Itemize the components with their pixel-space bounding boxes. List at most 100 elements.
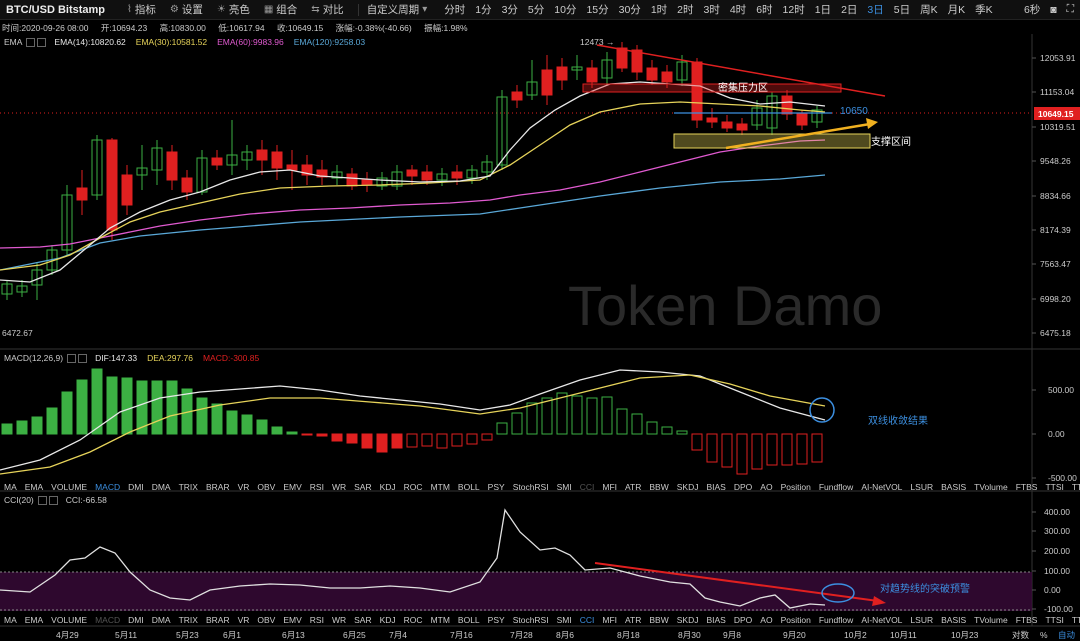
tab-skdj[interactable]: SKDJ [676, 482, 699, 492]
tab-dmi[interactable]: DMI [128, 482, 144, 492]
period-12时[interactable]: 12时 [782, 4, 805, 16]
period-5日[interactable]: 5日 [893, 4, 911, 16]
tab-bbw[interactable]: BBW [649, 482, 669, 492]
period-3日[interactable]: 3日 [867, 4, 884, 16]
tab-atr[interactable]: ATR [625, 482, 642, 492]
tab-ema[interactable]: EMA [24, 615, 44, 625]
tab-ma[interactable]: MA [4, 615, 17, 625]
tab-bias[interactable]: BIAS [706, 615, 726, 625]
camera-icon[interactable]: ◙ [1050, 3, 1057, 16]
tab-lsur[interactable]: LSUR [910, 482, 934, 492]
tab-bbw[interactable]: BBW [649, 615, 669, 625]
settings-icon[interactable] [67, 353, 77, 363]
tab-ftbs[interactable]: FTBS [1015, 615, 1038, 625]
toolbar-button-4[interactable]: ⇆ 对比 [311, 2, 343, 17]
custom-period-button[interactable]: 自定义周期 ▾ [366, 4, 428, 16]
tab-ttmu[interactable]: TTMU [1071, 482, 1080, 492]
tab-dmi[interactable]: DMI [128, 615, 144, 625]
tab-dma[interactable]: DMA [151, 615, 171, 625]
tab-kdj[interactable]: KDJ [379, 615, 396, 625]
tab-ao[interactable]: AO [760, 615, 773, 625]
tab-ao[interactable]: AO [760, 482, 773, 492]
period-1日[interactable]: 1日 [814, 4, 832, 16]
period-6时[interactable]: 6时 [756, 4, 773, 16]
log-toggle[interactable]: 对数 [1012, 630, 1030, 640]
tab-brar[interactable]: BRAR [205, 615, 230, 625]
tab-smi[interactable]: SMI [556, 615, 572, 625]
tab-ttmu[interactable]: TTMU [1071, 615, 1080, 625]
tab-obv[interactable]: OBV [257, 615, 276, 625]
close-icon[interactable] [78, 353, 88, 363]
period-30分[interactable]: 30分 [618, 4, 641, 16]
period-3时[interactable]: 3时 [703, 4, 720, 16]
tab-ai-netvol[interactable]: AI-NetVOL [861, 615, 903, 625]
tab-position[interactable]: Position [780, 482, 811, 492]
tab-ai-netvol[interactable]: AI-NetVOL [861, 482, 903, 492]
tab-emv[interactable]: EMV [283, 482, 302, 492]
tab-skdj[interactable]: SKDJ [676, 615, 699, 625]
toolbar-button-1[interactable]: ⚙ 设置 [170, 2, 203, 17]
tab-tvolume[interactable]: TVolume [974, 482, 1008, 492]
period-1分[interactable]: 1分 [475, 4, 492, 16]
tab-cci[interactable]: CCI [579, 482, 595, 492]
tab-ma[interactable]: MA [4, 482, 17, 492]
tab-boll[interactable]: BOLL [457, 615, 480, 625]
tab-roc[interactable]: ROC [403, 482, 423, 492]
tab-psy[interactable]: PSY [487, 615, 505, 625]
tab-basis[interactable]: BASIS [941, 615, 967, 625]
period-5分[interactable]: 5分 [527, 4, 545, 16]
tab-kdj[interactable]: KDJ [379, 482, 396, 492]
period-1时[interactable]: 1时 [650, 4, 668, 16]
tab-brar[interactable]: BRAR [205, 482, 230, 492]
tab-vr[interactable]: VR [237, 482, 250, 492]
tab-wr[interactable]: WR [331, 482, 347, 492]
tab-ttsi[interactable]: TTSI [1045, 615, 1064, 625]
tab-obv[interactable]: OBV [257, 482, 276, 492]
tab-position[interactable]: Position [780, 615, 811, 625]
tab-rsi[interactable]: RSI [309, 482, 324, 492]
tab-trix[interactable]: TRIX [178, 482, 198, 492]
tab-sar[interactable]: SAR [354, 482, 372, 492]
tab-mtm[interactable]: MTM [430, 482, 450, 492]
tab-rsi[interactable]: RSI [309, 615, 324, 625]
tab-stochrsi[interactable]: StochRSI [512, 615, 549, 625]
tab-bias[interactable]: BIAS [706, 482, 726, 492]
tab-psy[interactable]: PSY [487, 482, 505, 492]
period-2日[interactable]: 2日 [841, 4, 858, 16]
tab-roc[interactable]: ROC [403, 615, 423, 625]
tab-smi[interactable]: SMI [556, 482, 572, 492]
settings-icon[interactable] [26, 37, 36, 47]
tab-mfi[interactable]: MFI [602, 615, 617, 625]
tab-stochrsi[interactable]: StochRSI [512, 482, 549, 492]
tab-lsur[interactable]: LSUR [910, 615, 934, 625]
percent-toggle[interactable]: % [1040, 630, 1048, 640]
tab-ttsi[interactable]: TTSI [1045, 482, 1064, 492]
period-周K[interactable]: 周K [920, 4, 938, 16]
auto-toggle[interactable]: 自动 [1058, 630, 1076, 640]
tab-fundflow[interactable]: Fundflow [818, 482, 854, 492]
period-分时[interactable]: 分时 [444, 4, 466, 16]
period-10分[interactable]: 10分 [554, 4, 577, 16]
symbol-title[interactable]: BTC/USD Bitstamp [6, 3, 106, 16]
period-4时[interactable]: 4时 [729, 4, 747, 16]
fullscreen-icon[interactable]: ⛶ [1066, 3, 1074, 15]
tab-wr[interactable]: WR [331, 615, 347, 625]
tab-macd[interactable]: MACD [95, 615, 121, 625]
tab-macd[interactable]: MACD [95, 482, 121, 492]
tab-vr[interactable]: VR [237, 615, 250, 625]
tab-emv[interactable]: EMV [283, 615, 302, 625]
tab-mfi[interactable]: MFI [602, 482, 617, 492]
period-3分[interactable]: 3分 [501, 4, 518, 16]
tab-basis[interactable]: BASIS [941, 482, 967, 492]
toolbar-button-0[interactable]: ⌇ 指标 [127, 2, 156, 17]
toolbar-button-3[interactable]: ▦ 组合 [264, 2, 297, 17]
close-icon[interactable] [48, 495, 58, 505]
tab-volume[interactable]: VOLUME [51, 482, 88, 492]
tab-fundflow[interactable]: Fundflow [818, 615, 854, 625]
period-季K[interactable]: 季K [975, 4, 993, 16]
tab-dma[interactable]: DMA [151, 482, 171, 492]
settings-icon[interactable] [37, 495, 47, 505]
tab-tvolume[interactable]: TVolume [974, 615, 1008, 625]
tab-dpo[interactable]: DPO [733, 482, 753, 492]
